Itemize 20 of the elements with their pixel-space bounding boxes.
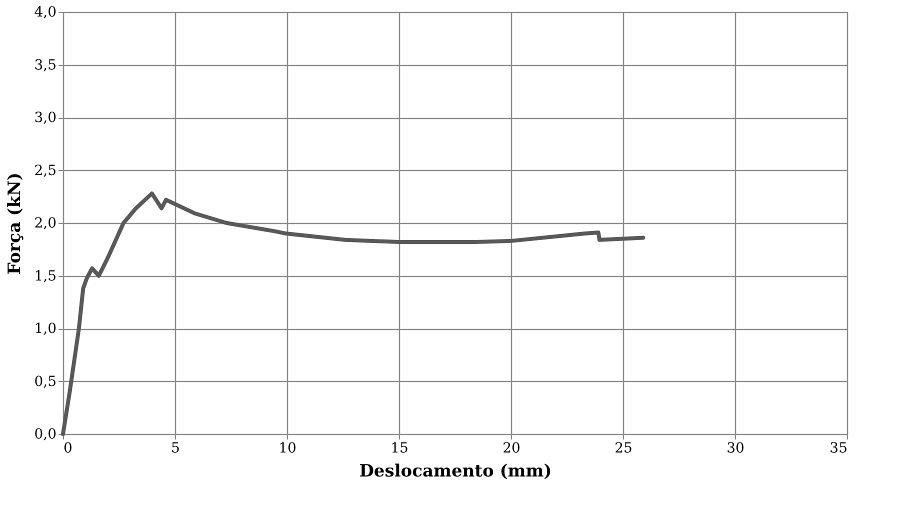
y-tick-label: 2,0 [34, 216, 56, 232]
x-tick-label: 25 [614, 440, 632, 456]
x-tick-label: 35 [830, 440, 848, 456]
y-tick-label: 1,0 [34, 321, 56, 337]
y-tick-label: 3,0 [34, 110, 56, 126]
line-series [61, 191, 646, 436]
y-tick-label: 0,0 [34, 426, 56, 442]
x-tick-label: 10 [278, 440, 296, 456]
y-tick-label: 4,0 [34, 4, 56, 20]
x-tick-label: 15 [390, 440, 408, 456]
y-tick-label: 2,5 [34, 162, 56, 179]
y-axis-title: Força (kN) [5, 172, 26, 275]
y-tick-label: 0,5 [34, 374, 56, 390]
y-tick-label: 1,5 [34, 268, 56, 284]
x-axis-title: Deslocamento (mm) [359, 462, 552, 482]
x-tick-label: 0 [64, 440, 72, 456]
x-tick-label: 30 [726, 440, 744, 456]
x-tick-label: 20 [502, 440, 520, 456]
x-tick-label: 5 [171, 440, 180, 456]
y-tick-label: 3,5 [34, 57, 56, 74]
